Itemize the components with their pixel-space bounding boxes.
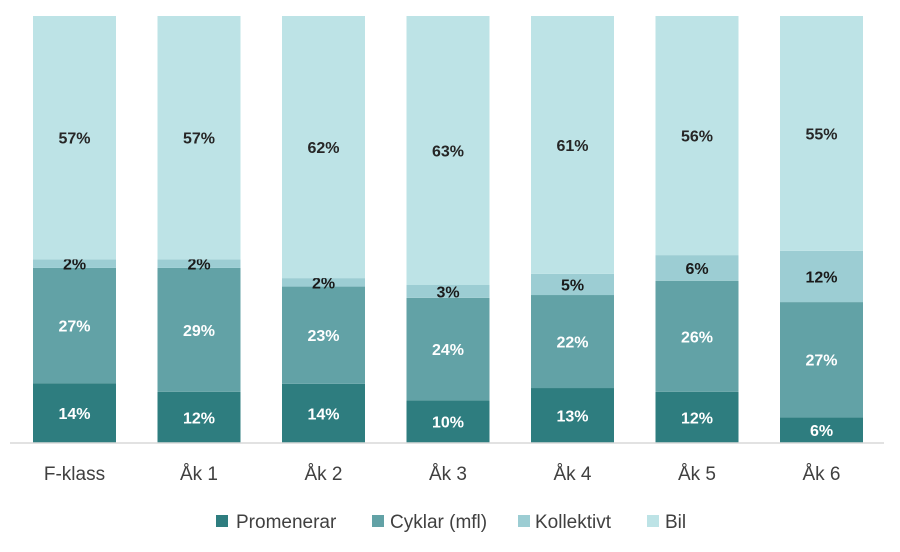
x-tick-label: Åk 5 bbox=[678, 464, 716, 485]
data-label: 6% bbox=[685, 261, 708, 278]
data-label: 57% bbox=[183, 131, 215, 148]
bar-segment-1-2 bbox=[282, 286, 365, 384]
legend-swatch bbox=[216, 515, 228, 527]
bar-segment-1-4 bbox=[531, 295, 614, 389]
legend-swatch bbox=[647, 515, 659, 527]
data-label: 56% bbox=[681, 129, 713, 146]
data-label: 62% bbox=[307, 140, 339, 157]
x-tick-labels: F-klass Åk 1 Åk 2 Åk 3 Åk 4 Åk 5 Åk 6 bbox=[44, 464, 841, 485]
bar-segment-3-2 bbox=[282, 16, 365, 279]
data-label: 2% bbox=[63, 257, 86, 274]
bar-segment-0-0 bbox=[33, 383, 116, 443]
bar-segment-1-1 bbox=[157, 267, 241, 392]
legend-label: Cyklar (mfl) bbox=[390, 512, 487, 533]
bar-segment-2-0 bbox=[33, 259, 116, 268]
data-label: 14% bbox=[58, 406, 90, 423]
data-label: 13% bbox=[556, 409, 588, 426]
bar-segment-0-3 bbox=[406, 400, 490, 443]
bar-segment-0-5 bbox=[655, 391, 739, 443]
data-label: 12% bbox=[681, 410, 713, 427]
bar-segment-0-2 bbox=[282, 383, 365, 443]
data-label: 6% bbox=[810, 423, 833, 440]
bar-segment-3-4 bbox=[531, 16, 614, 274]
x-tick-label: Åk 2 bbox=[304, 464, 342, 485]
data-label: 3% bbox=[436, 284, 459, 301]
bar-segment-0-1 bbox=[157, 391, 241, 443]
x-tick-label: Åk 3 bbox=[429, 464, 467, 485]
bar-segment-1-5 bbox=[655, 280, 739, 392]
data-label: 2% bbox=[312, 275, 335, 292]
data-label: 12% bbox=[805, 269, 837, 286]
bar-segment-2-5 bbox=[655, 255, 739, 281]
legend: Promenerar Cyklar (mfl) Kollektivt Bil bbox=[216, 512, 686, 533]
bar-segment-3-1 bbox=[157, 16, 241, 260]
bar-segment-2-4 bbox=[531, 273, 614, 296]
bar-segment-2-6 bbox=[780, 250, 863, 303]
bar-segment-2-2 bbox=[282, 278, 365, 287]
data-label: 5% bbox=[561, 277, 584, 294]
data-label: 24% bbox=[432, 342, 464, 359]
data-label: 61% bbox=[556, 138, 588, 155]
bar-segment-2-1 bbox=[157, 259, 241, 268]
data-label: 57% bbox=[58, 131, 90, 148]
data-label: 22% bbox=[556, 335, 588, 352]
bar-segment-2-3 bbox=[406, 285, 490, 298]
bars-group: 14% 27% 2% 57% 12% 29% 2% 57% 14% 23% 2% 62% 10% 24% 3… bbox=[33, 16, 863, 443]
bar-segment-0-4 bbox=[531, 388, 614, 443]
data-label: 55% bbox=[805, 126, 837, 143]
data-label: 26% bbox=[681, 329, 713, 346]
data-label: 29% bbox=[183, 323, 215, 340]
data-label: 2% bbox=[187, 257, 210, 274]
legend-label: Promenerar bbox=[236, 512, 337, 533]
x-tick-label: Åk 1 bbox=[180, 464, 218, 485]
data-label: 10% bbox=[432, 415, 464, 432]
x-tick-label: Åk 6 bbox=[802, 464, 840, 485]
data-label: 27% bbox=[805, 353, 837, 370]
data-label: 14% bbox=[307, 406, 339, 423]
bar-segment-3-0 bbox=[33, 16, 116, 260]
data-label: 12% bbox=[183, 410, 215, 427]
legend-label: Bil bbox=[665, 512, 686, 533]
legend-swatch bbox=[372, 515, 384, 527]
x-tick-label: Åk 4 bbox=[553, 464, 591, 485]
x-tick-label: F-klass bbox=[44, 464, 105, 485]
bar-segment-1-6 bbox=[780, 302, 863, 418]
data-label: 27% bbox=[58, 319, 90, 336]
legend-swatch bbox=[518, 515, 530, 527]
bar-segment-3-3 bbox=[406, 16, 490, 286]
bar-segment-3-6 bbox=[780, 16, 863, 251]
data-label: 63% bbox=[432, 144, 464, 161]
legend-label: Kollektivt bbox=[535, 512, 612, 533]
bar-segment-0-6 bbox=[780, 417, 863, 443]
bar-segment-3-5 bbox=[655, 16, 739, 256]
bar-segment-1-0 bbox=[33, 267, 116, 384]
bar-segment-1-3 bbox=[406, 297, 490, 401]
data-label: 23% bbox=[307, 328, 339, 345]
